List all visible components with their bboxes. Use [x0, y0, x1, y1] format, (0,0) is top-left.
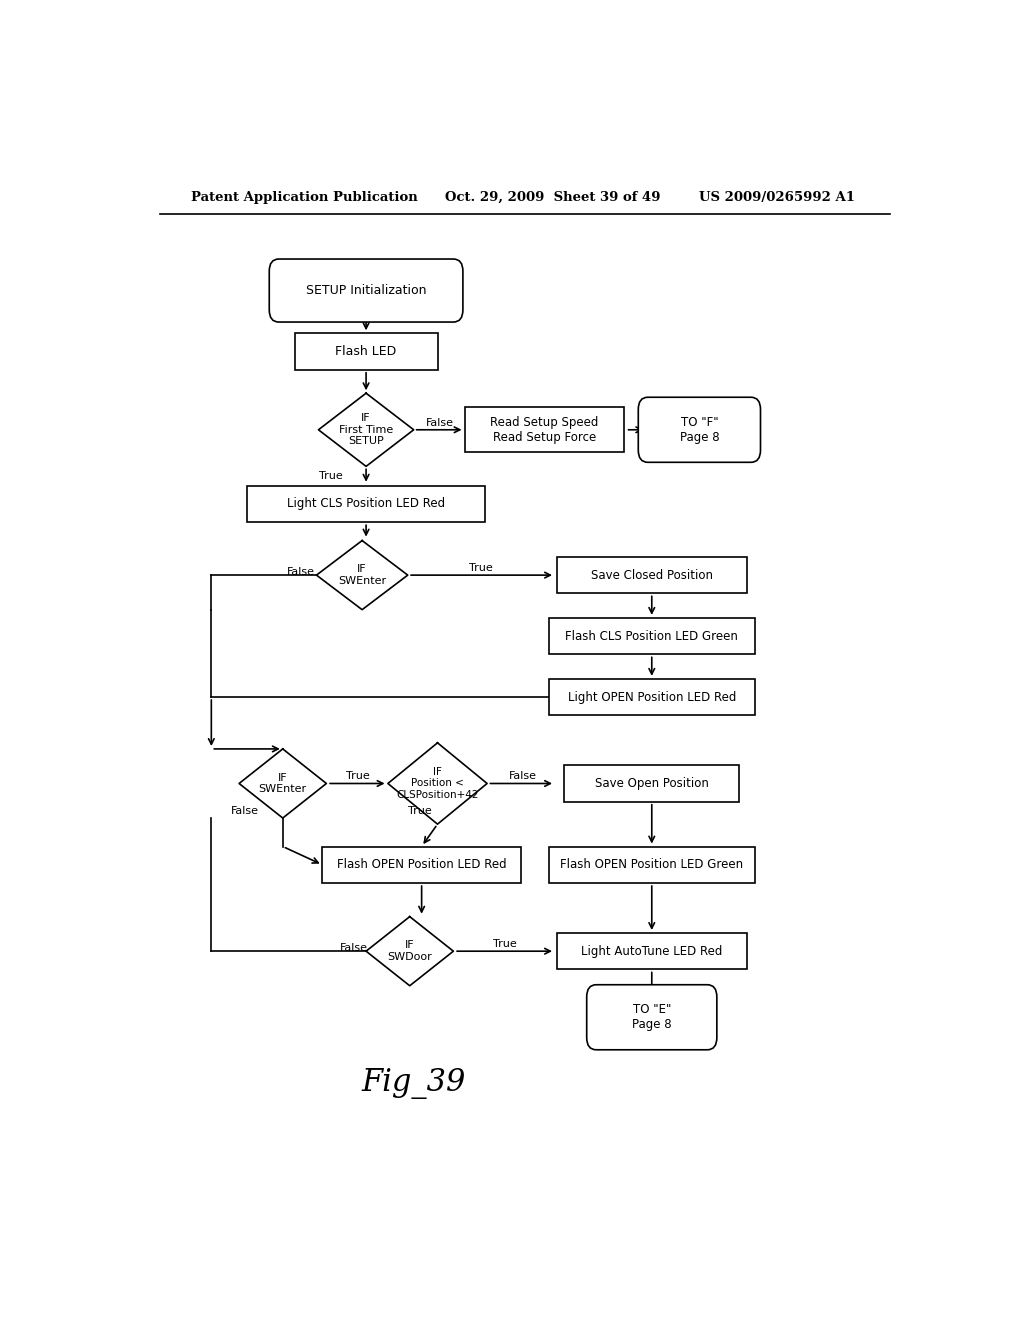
Text: Fig_39: Fig_39 [361, 1068, 466, 1098]
Text: Save Closed Position: Save Closed Position [591, 569, 713, 582]
FancyBboxPatch shape [465, 408, 624, 453]
Polygon shape [318, 393, 414, 466]
FancyBboxPatch shape [549, 846, 755, 883]
Text: US 2009/0265992 A1: US 2009/0265992 A1 [699, 190, 855, 203]
Text: IF
SWEnter: IF SWEnter [338, 565, 386, 586]
FancyBboxPatch shape [247, 486, 485, 523]
Text: True: True [469, 564, 493, 573]
Text: False: False [230, 807, 259, 816]
FancyBboxPatch shape [587, 985, 717, 1049]
FancyBboxPatch shape [549, 678, 755, 715]
Text: IF
First Time
SETUP: IF First Time SETUP [339, 413, 393, 446]
Text: True: True [409, 807, 432, 816]
Text: Light CLS Position LED Red: Light CLS Position LED Red [287, 498, 445, 511]
Text: IF
Position <
CLSPosition+42: IF Position < CLSPosition+42 [396, 767, 479, 800]
FancyBboxPatch shape [269, 259, 463, 322]
Text: Light AutoTune LED Red: Light AutoTune LED Red [581, 945, 723, 958]
Polygon shape [240, 748, 327, 818]
FancyBboxPatch shape [549, 618, 755, 655]
Text: SETUP Initialization: SETUP Initialization [306, 284, 426, 297]
Text: Flash LED: Flash LED [336, 345, 396, 358]
Text: TO "F"
Page 8: TO "F" Page 8 [680, 416, 719, 444]
Text: True: True [318, 470, 342, 480]
Text: Flash CLS Position LED Green: Flash CLS Position LED Green [565, 630, 738, 643]
Text: True: True [494, 939, 517, 949]
FancyBboxPatch shape [638, 397, 761, 462]
Text: Oct. 29, 2009  Sheet 39 of 49: Oct. 29, 2009 Sheet 39 of 49 [445, 190, 660, 203]
Text: Light OPEN Position LED Red: Light OPEN Position LED Red [567, 690, 736, 704]
FancyBboxPatch shape [295, 333, 437, 370]
Text: IF
SWDoor: IF SWDoor [387, 940, 432, 962]
FancyBboxPatch shape [557, 933, 748, 969]
Text: TO "E"
Page 8: TO "E" Page 8 [632, 1003, 672, 1031]
FancyBboxPatch shape [564, 766, 739, 801]
Polygon shape [367, 916, 454, 986]
FancyBboxPatch shape [557, 557, 748, 594]
Text: False: False [509, 771, 537, 781]
FancyBboxPatch shape [323, 846, 521, 883]
Text: Flash OPEN Position LED Green: Flash OPEN Position LED Green [560, 858, 743, 871]
Polygon shape [316, 541, 408, 610]
Text: True: True [346, 771, 370, 781]
Text: False: False [287, 568, 315, 577]
Text: False: False [340, 944, 369, 953]
Text: Save Open Position: Save Open Position [595, 777, 709, 789]
Text: IF
SWEnter: IF SWEnter [259, 772, 307, 795]
Polygon shape [388, 743, 487, 824]
Text: Read Setup Speed
Read Setup Force: Read Setup Speed Read Setup Force [490, 416, 599, 444]
Text: False: False [426, 417, 454, 428]
Text: Patent Application Publication: Patent Application Publication [191, 190, 418, 203]
Text: Flash OPEN Position LED Red: Flash OPEN Position LED Red [337, 858, 507, 871]
